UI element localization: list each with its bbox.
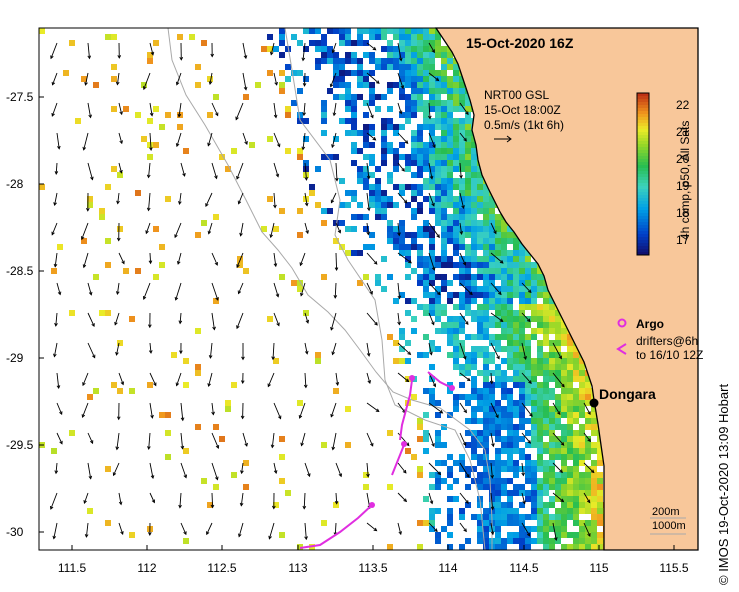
argo-legend-label: Argo — [636, 317, 664, 331]
credit-text: © IMOS 19-Oct-2020 13:09 Hobart — [716, 383, 731, 585]
colorbar-tick-label: 22 — [676, 98, 690, 112]
drifter-track — [399, 379, 413, 441]
lon-tick-label: 114 — [438, 561, 458, 575]
colorbar-label: 4h comp, p50, All Sats — [678, 120, 692, 240]
drifter-markers — [369, 375, 455, 508]
colorbar-tick-label: 21 — [676, 125, 690, 139]
isobath-lines — [167, 27, 493, 551]
lon-tick-label: 114.5 — [509, 561, 539, 575]
map-title: 15-Oct-2020 16Z — [466, 35, 574, 51]
isobath-1000m — [284, 27, 486, 551]
lat-tick-label: -30 — [6, 525, 24, 539]
isobath-legend — [650, 517, 686, 535]
drifter-legend-icon — [616, 343, 627, 355]
colorbar-tick-label: 19 — [676, 179, 690, 193]
place-label-dongara: Dongara — [599, 386, 656, 402]
lat-tick-label: -27.5 — [6, 90, 34, 104]
lon-tick-label: 112.5 — [207, 561, 237, 575]
drifter-marker — [369, 502, 375, 508]
lon-tick-label: 111.5 — [57, 561, 87, 575]
lat-tick-label: -28 — [6, 177, 24, 191]
lon-tick-label: 113.5 — [358, 561, 388, 575]
drifter-track — [427, 371, 453, 389]
lon-tick-label: 115 — [589, 561, 609, 575]
lat-tick-label: -29.5 — [6, 438, 34, 452]
lon-tick-label: 115.5 — [659, 561, 689, 575]
argo-legend-icon — [617, 318, 627, 328]
isobath-200m — [167, 27, 493, 550]
current-arrows — [49, 42, 595, 542]
tick-marks — [39, 96, 675, 550]
lat-tick-label: -29 — [6, 351, 24, 365]
drifter-legend-period: to 16/10 12Z — [636, 348, 704, 362]
reference-arrow — [494, 135, 512, 143]
colorbar-frame — [636, 92, 650, 256]
colorbar-tick-label: 17 — [676, 233, 690, 247]
dongara-marker — [589, 398, 599, 408]
plot-frame — [38, 27, 699, 551]
source-time: 15-Oct 18:00Z — [484, 103, 561, 117]
drifter-track — [391, 444, 405, 476]
drifter-marker — [401, 441, 407, 447]
drifter-tracks — [299, 371, 453, 549]
colorbar-tick-label: 18 — [676, 206, 690, 220]
colorbar — [637, 93, 649, 256]
drifter-marker — [409, 375, 415, 381]
drifter-legend-label: drifters@6h — [636, 334, 699, 348]
arrow-scale-label: 0.5m/s (1kt 6h) — [484, 118, 565, 132]
land-mass — [434, 27, 699, 551]
drifter-track — [299, 504, 373, 549]
source-name: NRT00 GSL — [484, 88, 550, 102]
isobath-200m-label: 200m — [652, 506, 680, 518]
lon-tick-label: 113 — [288, 561, 308, 575]
lat-tick-label: -28.5 — [6, 264, 34, 278]
drifter-marker — [449, 385, 455, 391]
isobath-1000m-label: 1000m — [652, 520, 686, 532]
colorbar-tick-label: 20 — [676, 152, 690, 166]
lon-tick-label: 112 — [137, 561, 157, 575]
